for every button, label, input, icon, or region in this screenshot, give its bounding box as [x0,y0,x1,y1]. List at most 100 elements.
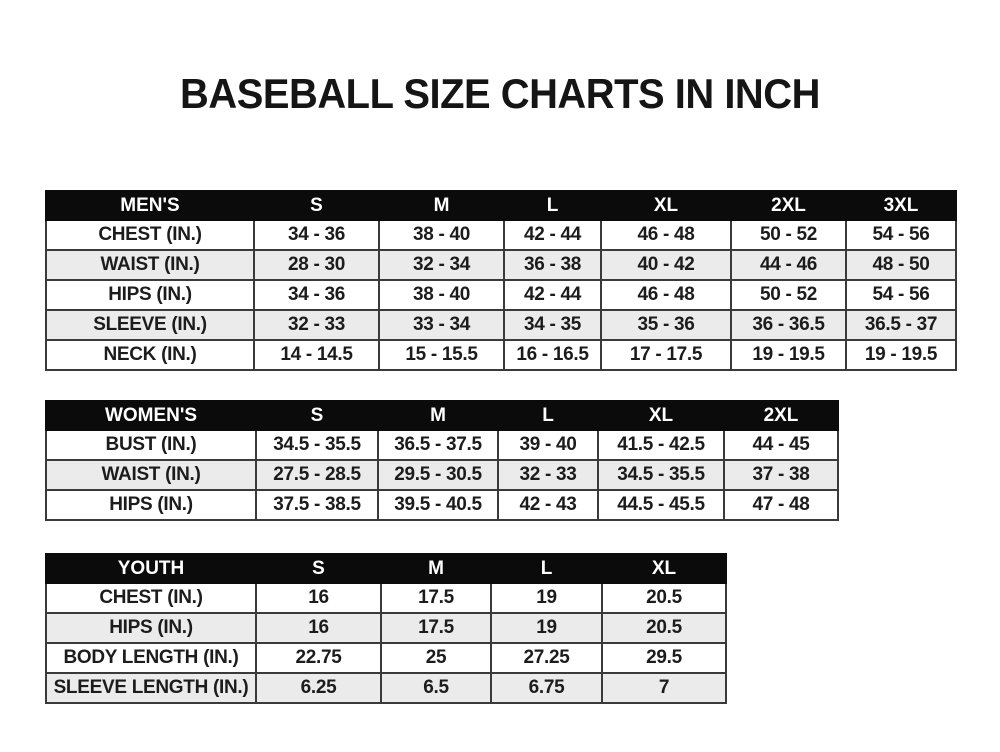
size-value-cell: 44 - 45 [723,429,839,461]
size-value-cell: 19 - 19.5 [845,339,957,371]
size-value-cell: 54 - 56 [845,219,957,251]
size-column-header: 3XL [845,190,957,221]
size-value-cell: 40 - 42 [600,249,732,281]
size-value-cell: 33 - 34 [378,309,505,341]
size-value-cell: 29.5 - 30.5 [377,459,499,491]
size-column-header: 2XL [730,190,847,221]
size-value-cell: 7 [601,672,727,704]
size-column-header: XL [600,190,732,221]
size-value-cell: 17.5 [380,612,492,644]
size-column-header: M [378,190,505,221]
size-value-cell: 39.5 - 40.5 [377,489,499,521]
size-value-cell: 20.5 [601,582,727,614]
youth-size-table: YOUTH S M L XL CHEST (IN.) 16 17.5 19 20.5 HIPS (I… [45,553,727,704]
size-value-cell: 41.5 - 42.5 [597,429,725,461]
table-row: HIPS (IN.) 37.5 - 38.5 39.5 - 40.5 42 - 43 4… [45,489,839,521]
size-value-cell: 6.75 [490,672,603,704]
table-row: WAIST (IN.) 27.5 - 28.5 29.5 - 30.5 32 - 33… [45,459,839,491]
size-value-cell: 19 [490,612,603,644]
page-title: BASEBALL SIZE CHARTS IN INCH [180,70,820,117]
measurement-label-cell: CHEST (IN.) [45,582,257,614]
size-column-header: L [490,553,603,584]
size-column-header: L [497,400,599,431]
header-row: MEN'S S M L XL 2XL 3XL [45,190,957,221]
size-value-cell: 34 - 36 [253,279,380,311]
size-value-cell: 16 - 16.5 [503,339,602,371]
size-column-header: M [380,553,492,584]
table-title-cell: YOUTH [45,553,257,584]
measurement-label-cell: BUST (IN.) [45,429,257,461]
size-value-cell: 44.5 - 45.5 [597,489,725,521]
size-value-cell: 36.5 - 37.5 [377,429,499,461]
size-value-cell: 39 - 40 [497,429,599,461]
size-value-cell: 42 - 44 [503,279,602,311]
table-row: BODY LENGTH (IN.) 22.75 25 27.25 29.5 [45,642,727,674]
size-value-cell: 38 - 40 [378,219,505,251]
size-value-cell: 44 - 46 [730,249,847,281]
measurement-label-cell: SLEEVE LENGTH (IN.) [45,672,257,704]
table-row: BUST (IN.) 34.5 - 35.5 36.5 - 37.5 39 - 40 4… [45,429,839,461]
size-value-cell: 27.5 - 28.5 [255,459,379,491]
size-value-cell: 34 - 35 [503,309,602,341]
size-value-cell: 19 [490,582,603,614]
table-row: WAIST (IN.) 28 - 30 32 - 34 36 - 38 40 - 42 4… [45,249,957,281]
size-value-cell: 47 - 48 [723,489,839,521]
mens-size-table: MEN'S S M L XL 2XL 3XL CHEST (IN.) 34 - 36 38 - 4… [45,190,957,371]
size-column-header: 2XL [723,400,839,431]
measurement-label-cell: HIPS (IN.) [45,612,257,644]
size-value-cell: 6.5 [380,672,492,704]
size-column-header: S [253,190,380,221]
table-row: CHEST (IN.) 16 17.5 19 20.5 [45,582,727,614]
measurement-label-cell: SLEEVE (IN.) [45,309,255,341]
table-row: SLEEVE (IN.) 32 - 33 33 - 34 34 - 35 35 - 36… [45,309,957,341]
header-row: WOMEN'S S M L XL 2XL [45,400,839,431]
size-value-cell: 25 [380,642,492,674]
table-row: HIPS (IN.) 16 17.5 19 20.5 [45,612,727,644]
table-row: HIPS (IN.) 34 - 36 38 - 40 42 - 44 46 - 48 50… [45,279,957,311]
table-title-cell: WOMEN'S [45,400,257,431]
size-value-cell: 36.5 - 37 [845,309,957,341]
size-value-cell: 46 - 48 [600,219,732,251]
size-value-cell: 22.75 [255,642,382,674]
measurement-label-cell: HIPS (IN.) [45,489,257,521]
size-value-cell: 6.25 [255,672,382,704]
measurement-label-cell: CHEST (IN.) [45,219,255,251]
size-value-cell: 32 - 34 [378,249,505,281]
size-value-cell: 17 - 17.5 [600,339,732,371]
size-value-cell: 17.5 [380,582,492,614]
size-value-cell: 54 - 56 [845,279,957,311]
size-column-header: XL [597,400,725,431]
size-value-cell: 20.5 [601,612,727,644]
measurement-label-cell: WAIST (IN.) [45,459,257,491]
size-value-cell: 42 - 44 [503,219,602,251]
size-column-header: M [377,400,499,431]
size-value-cell: 36 - 36.5 [730,309,847,341]
size-value-cell: 16 [255,582,382,614]
size-value-cell: 37 - 38 [723,459,839,491]
size-value-cell: 15 - 15.5 [378,339,505,371]
size-value-cell: 46 - 48 [600,279,732,311]
size-value-cell: 50 - 52 [730,279,847,311]
size-value-cell: 27.25 [490,642,603,674]
size-value-cell: 29.5 [601,642,727,674]
size-column-header: XL [601,553,727,584]
size-value-cell: 32 - 33 [497,459,599,491]
table-row: SLEEVE LENGTH (IN.) 6.25 6.5 6.75 7 [45,672,727,704]
size-value-cell: 19 - 19.5 [730,339,847,371]
size-column-header: S [255,400,379,431]
header-row: YOUTH S M L XL [45,553,727,584]
measurement-label-cell: BODY LENGTH (IN.) [45,642,257,674]
measurement-label-cell: WAIST (IN.) [45,249,255,281]
size-value-cell: 16 [255,612,382,644]
size-value-cell: 36 - 38 [503,249,602,281]
size-column-header: S [255,553,382,584]
size-value-cell: 34 - 36 [253,219,380,251]
size-value-cell: 35 - 36 [600,309,732,341]
size-value-cell: 14 - 14.5 [253,339,380,371]
size-value-cell: 28 - 30 [253,249,380,281]
table-row: NECK (IN.) 14 - 14.5 15 - 15.5 16 - 16.5 17 … [45,339,957,371]
table-title-cell: MEN'S [45,190,255,221]
size-value-cell: 34.5 - 35.5 [597,459,725,491]
womens-size-table: WOMEN'S S M L XL 2XL BUST (IN.) 34.5 - 35.5 36.5… [45,400,839,521]
measurement-label-cell: HIPS (IN.) [45,279,255,311]
